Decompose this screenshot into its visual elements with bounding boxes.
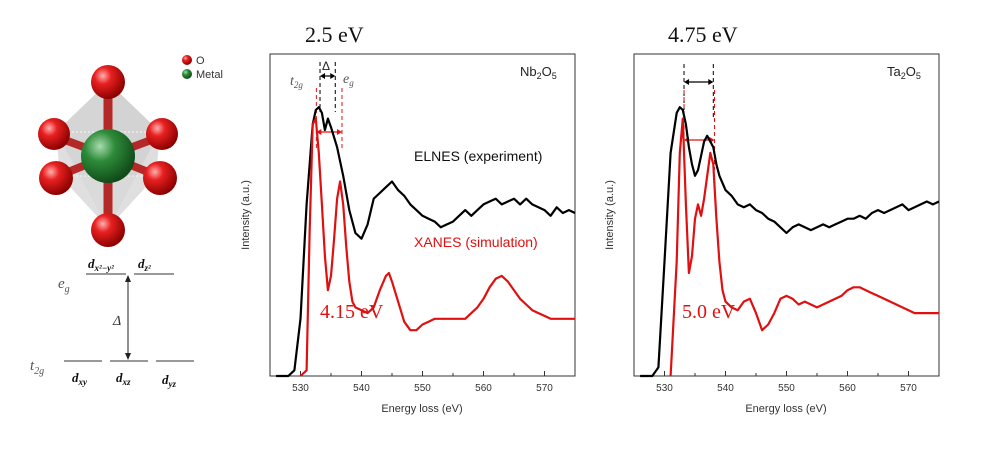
metal-atom	[81, 129, 135, 183]
delta-arrow-head-down	[125, 353, 131, 360]
nb2o5-panel-label: Nb2O5	[520, 64, 557, 81]
ta2o5-bottom-annotation: 5.0 eV	[682, 301, 736, 323]
oxygen-atom-left-back	[38, 118, 70, 150]
oxygen-atom-top	[91, 65, 125, 99]
ta2o5-elnes-line	[640, 106, 940, 378]
oxygen-atom-right-front	[143, 161, 177, 195]
nb2o5-delta-marker: Δ	[322, 59, 330, 73]
octahedron-structure	[38, 65, 178, 247]
orbital-label-dyz: dyz	[162, 372, 176, 389]
ta2o5-exp-splitting-arrow-head	[708, 79, 714, 85]
ta2o5-ylabel: Intensity (a.u.)	[604, 180, 616, 250]
delta-arrow-head-up	[125, 275, 131, 282]
oxygen-atom-left-front	[39, 161, 73, 195]
ta2o5-plot-frame	[633, 53, 940, 377]
nb2o5-top-annotation: 2.5 eV	[305, 22, 364, 47]
eg-level-label: eg	[58, 276, 70, 295]
ta2o5-x-tick-label: 560	[839, 383, 856, 394]
delta-label: Δ	[112, 314, 121, 329]
nb2o5-chart: 2.5 eV Nb2O5 Intensity (a.u.) Energy los…	[240, 22, 576, 415]
oxygen-atom-right-back	[146, 118, 178, 150]
oxygen-atom-bottom	[91, 213, 125, 247]
nb2o5-exp-splitting-arrow-head	[320, 73, 326, 79]
ta2o5-x-tick-label: 550	[778, 383, 795, 394]
orbital-label-dxz: dxz	[116, 370, 131, 387]
nb2o5-xanes-line	[299, 117, 575, 377]
atom-legend: O Metal	[182, 55, 223, 81]
nb2o5-sim-splitting-arrow-head	[336, 129, 342, 135]
ta2o5-xlabel: Energy loss (eV)	[745, 403, 826, 415]
ta2o5-panel-label: Ta2O5	[887, 64, 921, 81]
ta2o5-x-tick-label: 570	[900, 383, 917, 394]
ta2o5-x-tick-label: 530	[656, 383, 673, 394]
orbital-label-dz2: dz²	[138, 256, 151, 273]
metal-legend-label: Metal	[196, 69, 223, 81]
ta2o5-exp-splitting-arrow-head	[684, 79, 690, 85]
orbital-label-dxy: dxy	[72, 370, 88, 387]
orbital-label-dx2y2: dx²−y²	[88, 256, 114, 273]
ta2o5-x-axis: 530 540 550 560 570	[633, 371, 940, 394]
nb2o5-elnes-label: ELNES (experiment)	[414, 148, 542, 164]
nb2o5-x-tick-label: 530	[292, 383, 309, 394]
nb2o5-x-tick-label: 570	[536, 383, 553, 394]
ta2o5-x-tick-label: 540	[717, 383, 734, 394]
nb2o5-x-tick-label: 550	[414, 383, 431, 394]
oxygen-legend-label: O	[196, 55, 205, 67]
oxygen-legend-icon	[182, 55, 192, 65]
nb2o5-bottom-annotation: 4.15 eV	[320, 301, 384, 323]
nb2o5-exp-splitting-arrow-head	[330, 73, 336, 79]
ta2o5-chart: 4.75 eV Ta2O5 Intensity (a.u.) Energy lo…	[604, 22, 940, 415]
nb2o5-x-tick-label: 560	[475, 383, 492, 394]
nb2o5-x-axis: 530 540 550 560 570	[269, 371, 576, 394]
ta2o5-top-annotation: 4.75 eV	[668, 22, 738, 47]
nb2o5-sim-splitting-arrow-head	[316, 129, 322, 135]
nb2o5-t2g-marker: t2g	[290, 74, 303, 90]
nb2o5-peak-markers	[315, 62, 343, 148]
nb2o5-x-tick-label: 540	[353, 383, 370, 394]
nb2o5-eg-marker: eg	[343, 72, 354, 88]
nb2o5-xanes-label: XANES (simulation)	[414, 234, 538, 250]
ta2o5-xanes-line	[669, 117, 939, 377]
t2g-level-label: t2g	[30, 358, 44, 377]
metal-legend-icon	[182, 69, 192, 79]
nb2o5-xlabel: Energy loss (eV)	[381, 403, 462, 415]
nb2o5-ylabel: Intensity (a.u.)	[240, 180, 252, 250]
nb2o5-elnes-line	[276, 106, 576, 378]
orbital-diagram: eg dx²−y² dz² Δ t2g dxy dxz dyz	[30, 256, 194, 389]
